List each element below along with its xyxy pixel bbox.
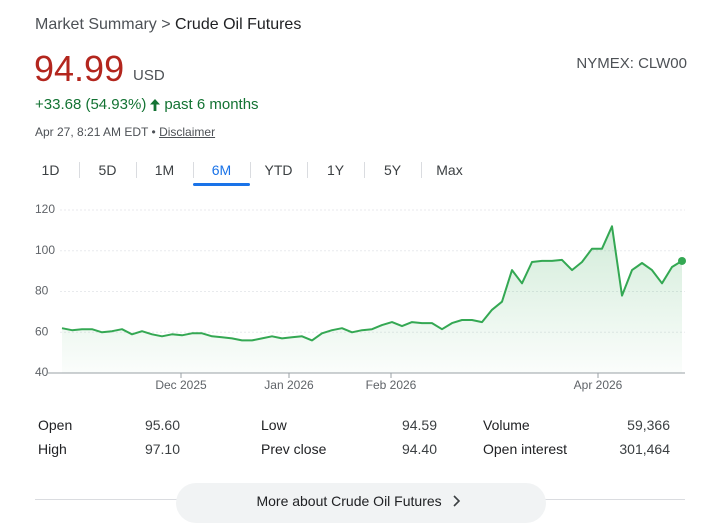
price: 94.99 (34, 48, 125, 89)
range-tab[interactable]: 1Y (307, 158, 364, 186)
y-tick-label: 40 (35, 365, 49, 379)
currency: USD (133, 67, 165, 84)
stat-label: High (38, 441, 67, 457)
stat-label: Prev close (261, 441, 327, 457)
stat-value: 301,464 (619, 441, 670, 457)
bullet: • (151, 125, 156, 139)
stat-value: 94.59 (401, 417, 437, 433)
stat-value: 59,366 (627, 417, 670, 433)
chart: 40 60 80 100 120 Dec 2025 Jan 2026 Feb 2026 Apr … (35, 202, 686, 392)
stat-label: Volume (483, 417, 530, 433)
stat-value: 97.10 (144, 441, 180, 457)
x-tick-label: Jan 2026 (264, 378, 314, 392)
breadcrumb-separator: > (161, 16, 171, 33)
change-period: past 6 months (164, 96, 259, 113)
area (62, 226, 682, 373)
x-tick-label: Dec 2025 (155, 378, 207, 392)
y-tick-label: 60 (35, 324, 49, 338)
breadcrumb: Market Summary > Crude Oil Futures (35, 16, 301, 34)
range-tab[interactable]: 6M (193, 158, 250, 186)
y-tick-label: 100 (35, 243, 55, 257)
range-tab[interactable]: 5D (79, 158, 136, 186)
more-button-label: More about Crude Oil Futures (256, 493, 442, 509)
exchange: NYMEX: CLW00 (576, 55, 687, 72)
price-line (61, 225, 683, 342)
stat-value: 94.40 (401, 441, 437, 457)
timestamp: Apr 27, 8:21 AM EDT (35, 125, 149, 139)
breadcrumb-parent[interactable]: Market Summary (35, 16, 157, 33)
range-tabs: 1D 5D 1M 6M YTD 1Y 5Y Max (22, 158, 478, 186)
timestamp-row: Apr 27, 8:21 AM EDT • Disclaimer (35, 125, 215, 139)
range-tab[interactable]: 1D (41, 162, 60, 178)
x-tick-label: Feb 2026 (366, 378, 417, 392)
range-tab[interactable]: YTD (250, 158, 307, 186)
y-tick-label: 80 (35, 284, 49, 298)
chevron (452, 495, 460, 507)
range-tab[interactable]: 5Y (364, 158, 421, 186)
more-button[interactable]: More about Crude Oil Futures (176, 483, 546, 523)
change-amount: +33.68 (54.93%) (35, 96, 147, 113)
last-point (678, 256, 686, 265)
disclaimer-link[interactable]: Disclaimer (159, 125, 216, 139)
page: Market Summary > Crude Oil Futures 94.99… (22, 16, 687, 523)
stat-label: Low (261, 417, 287, 433)
x-tick-label: Apr 2026 (574, 378, 623, 392)
range-tab[interactable]: 1M (136, 158, 193, 186)
stat-value: 95.60 (144, 417, 180, 433)
range-tab[interactable]: Max (421, 158, 478, 186)
breadcrumb-current: Crude Oil Futures (175, 16, 302, 33)
y-tick-label: 120 (35, 202, 55, 216)
change: +33.68 (54.93%) past 6 months (35, 96, 259, 113)
stat-label: Open interest (483, 441, 568, 457)
up-arrow (150, 98, 161, 111)
stat-label: Open (38, 417, 73, 433)
